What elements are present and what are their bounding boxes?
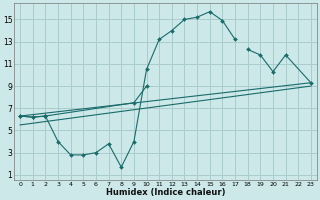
X-axis label: Humidex (Indice chaleur): Humidex (Indice chaleur): [106, 188, 225, 197]
